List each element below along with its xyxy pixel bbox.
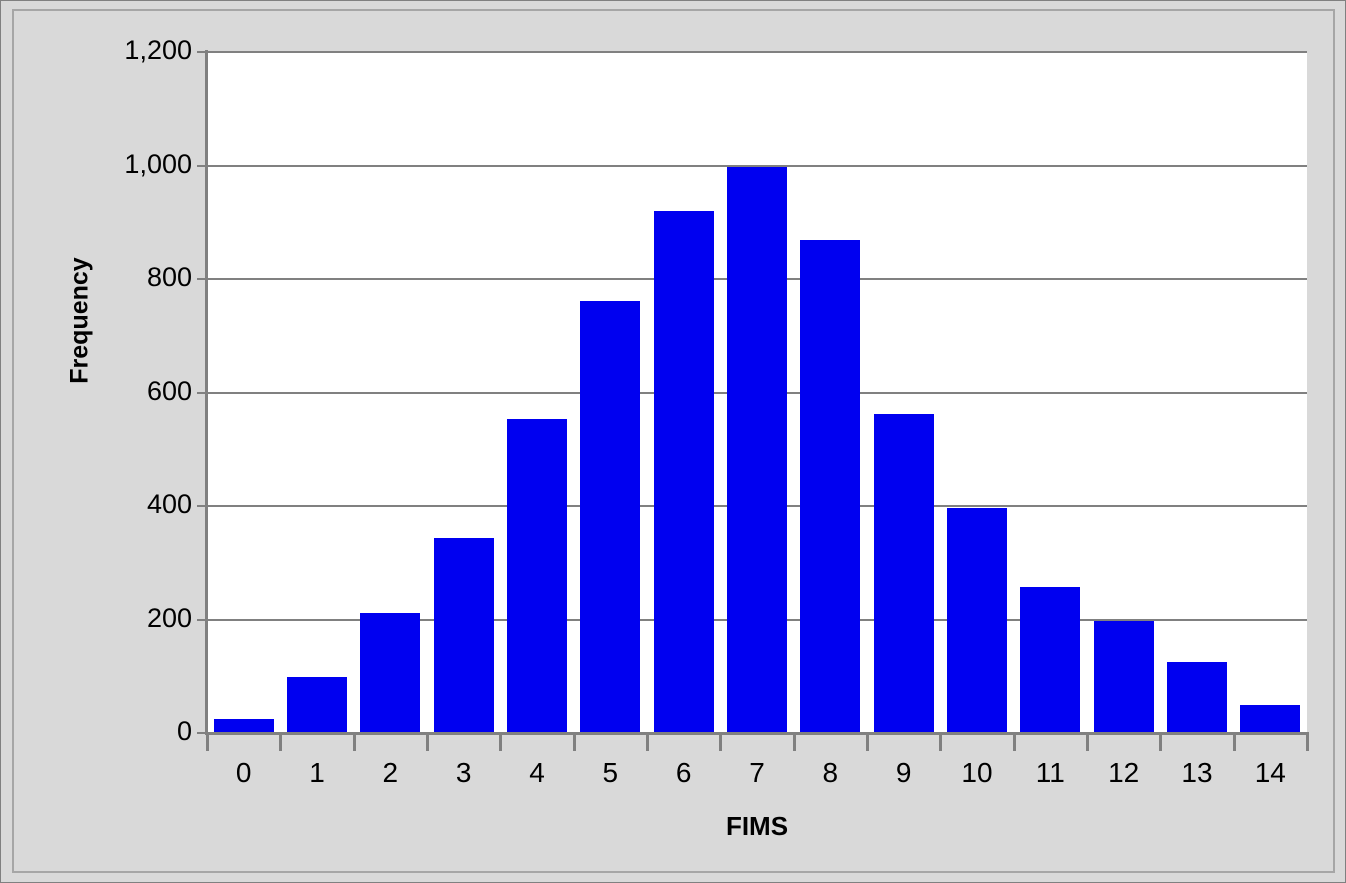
y-axis-tick-label: 600 (146, 375, 192, 406)
x-axis-tick-label: 0 (235, 757, 252, 788)
bar (433, 538, 494, 733)
bar (286, 676, 348, 733)
x-axis-tick-label: 13 (1181, 757, 1213, 788)
gridline (207, 164, 1307, 167)
x-axis-tick-mark (572, 735, 576, 751)
x-axis-tick-label: 9 (895, 757, 912, 788)
y-axis-line (205, 50, 208, 735)
bar (213, 718, 274, 733)
bar (1020, 586, 1081, 733)
bar (653, 210, 714, 733)
x-axis-tick-mark (646, 735, 649, 751)
x-axis-tick-mark (499, 735, 503, 751)
y-axis-tick-mark (197, 618, 206, 621)
y-axis-tick-label: 400 (146, 489, 192, 519)
x-axis-tick-label: 6 (675, 757, 692, 788)
bar (1240, 705, 1301, 733)
bar (580, 300, 641, 733)
y-axis-tick-mark (197, 278, 206, 280)
x-axis-tick-label: 11 (1035, 757, 1065, 788)
x-axis-tick-mark (1232, 735, 1236, 751)
x-axis-tick-label: 5 (602, 757, 619, 788)
x-axis-tick-mark (1306, 735, 1309, 751)
y-axis-tick-mark (197, 732, 206, 734)
bar (360, 612, 421, 733)
bar (946, 507, 1008, 733)
x-axis-tick-label: 10 (961, 757, 993, 788)
y-axis-tick-label: 1,200 (124, 35, 192, 65)
bar (726, 167, 788, 733)
y-axis-tick-label: 0 (176, 716, 192, 746)
y-axis-tick-mark (197, 391, 206, 394)
bar (1093, 620, 1154, 733)
y-axis-tick-labels: 0 200 400 600 800 1,000 1,200 (14, 11, 192, 882)
x-axis-tick-label: 8 (822, 757, 839, 788)
gridline (207, 51, 1307, 53)
y-axis-tick-label: 800 (146, 262, 192, 292)
x-axis-tick-mark (792, 735, 796, 751)
bar (873, 414, 934, 733)
x-axis-title: FIMS (725, 811, 789, 841)
x-axis-tick-label: 3 (455, 757, 472, 788)
y-axis-title: Frequency (65, 257, 94, 384)
bar (1166, 662, 1228, 733)
y-axis-tick-mark (197, 505, 206, 507)
x-axis-tick-mark (1159, 735, 1163, 751)
x-axis-tick-label: 12 (1108, 757, 1140, 788)
x-axis-tick-mark (866, 735, 869, 751)
x-axis-tick-mark (719, 735, 723, 751)
x-axis-tick-label: 2 (382, 757, 399, 788)
bar (800, 240, 861, 733)
x-axis-tick-label: 4 (529, 757, 545, 788)
x-axis-tick-label: 7 (749, 757, 765, 788)
y-axis-tick-mark (197, 164, 206, 167)
x-axis-tick-mark (1012, 735, 1016, 751)
y-axis-tick-label: 200 (146, 602, 192, 633)
x-axis-tick-mark (939, 735, 943, 751)
x-axis-tick-mark (426, 735, 429, 751)
bar (506, 419, 568, 733)
x-axis-tick-mark (279, 735, 283, 751)
y-axis-tick-mark (197, 51, 206, 53)
x-axis-line (205, 732, 1309, 735)
x-axis-tick-label: 1 (309, 757, 325, 788)
x-axis-tick-mark (352, 735, 356, 751)
y-axis-tick-label: 1,000 (124, 148, 192, 179)
x-axis-tick-label: 14 (1254, 757, 1286, 788)
x-axis-tick-mark (206, 735, 209, 751)
x-axis-tick-mark (1086, 735, 1089, 751)
